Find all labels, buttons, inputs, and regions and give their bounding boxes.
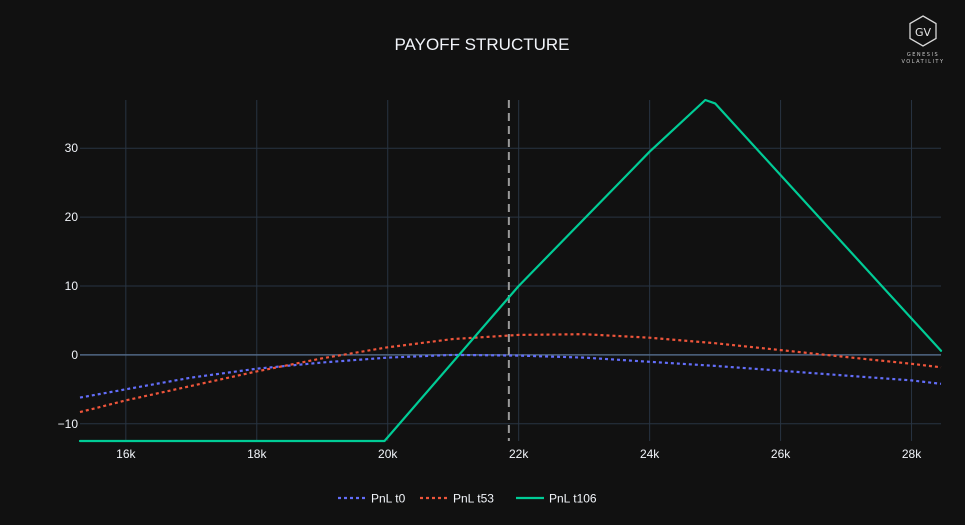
chart-title: PAYOFF STRUCTURE xyxy=(394,35,569,54)
y-tick-label: 30 xyxy=(65,141,79,155)
series-layer xyxy=(78,98,943,443)
legend-label: PnL t53 xyxy=(453,492,494,506)
logo-line1: GENESIS xyxy=(907,52,939,58)
logo-hexagon xyxy=(909,15,937,47)
x-tick-label: 24k xyxy=(640,447,660,461)
y-tick-label: 10 xyxy=(65,279,79,293)
logo-line2: VOLATILITY xyxy=(901,59,944,65)
x-tick-label: 20k xyxy=(378,447,398,461)
legend-label: PnL t0 xyxy=(371,492,406,506)
x-tick-label: 26k xyxy=(771,447,791,461)
logo-monogram: GV xyxy=(915,26,932,39)
y-tick-label: 20 xyxy=(65,210,79,224)
y-tick-label: 0 xyxy=(71,348,78,362)
genesis-volatility-logo: GV GENESIS VOLATILITY xyxy=(901,15,944,65)
y-tick-label: −10 xyxy=(58,417,79,431)
x-tick-label: 16k xyxy=(116,447,136,461)
legend: PnL t0 PnL t53 PnL t106 xyxy=(338,492,597,506)
series-line-pnl-t53 xyxy=(79,333,942,414)
legend-label: PnL t106 xyxy=(549,492,597,506)
axis-labels-layer: 16k 18k 20k 22k 24k 26k 28k −10 0 10 20 30 xyxy=(58,141,923,461)
x-tick-label: 22k xyxy=(509,447,529,461)
x-tick-label: 18k xyxy=(247,447,267,461)
series-line-pnl-t106 xyxy=(78,98,943,443)
x-tick-label: 28k xyxy=(902,447,922,461)
